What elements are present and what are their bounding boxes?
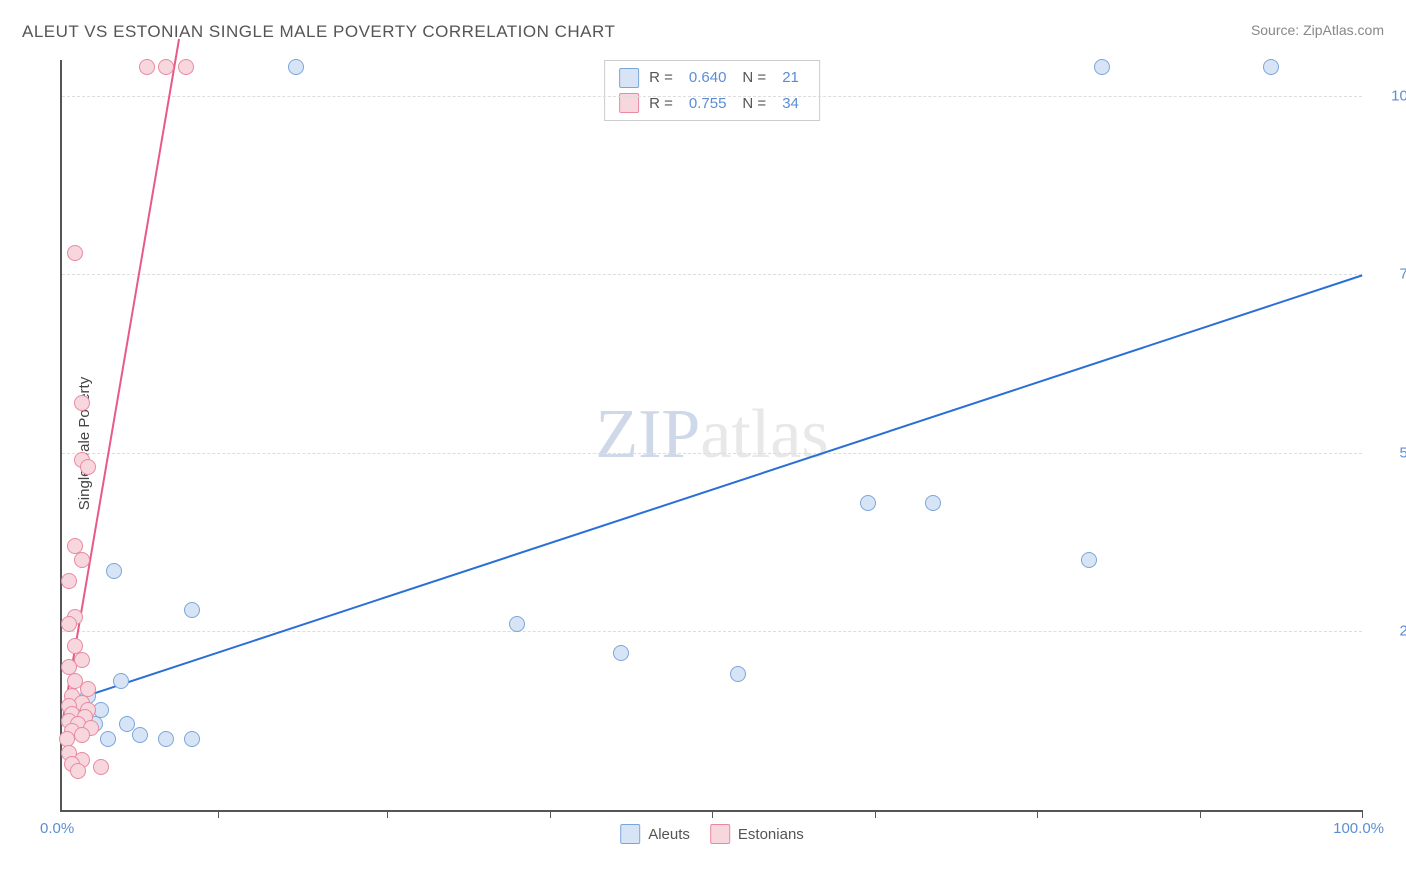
- data-point: [925, 495, 941, 511]
- data-point: [61, 616, 77, 632]
- data-point: [100, 731, 116, 747]
- series-legend-item: Estonians: [710, 824, 804, 844]
- gridline: [62, 631, 1362, 632]
- x-origin-label: 0.0%: [40, 820, 74, 837]
- watermark-atlas: atlas: [700, 396, 828, 473]
- data-point: [1263, 59, 1279, 75]
- chart-title: ALEUT VS ESTONIAN SINGLE MALE POVERTY CO…: [22, 22, 615, 42]
- data-point: [184, 731, 200, 747]
- legend-r-label: R =: [649, 65, 673, 91]
- series-label: Estonians: [738, 826, 804, 843]
- gridline: [62, 274, 1362, 275]
- legend-n-value: 34: [776, 91, 805, 117]
- data-point: [509, 616, 525, 632]
- data-point: [158, 731, 174, 747]
- legend-swatch: [710, 824, 730, 844]
- data-point: [67, 245, 83, 261]
- data-point: [139, 59, 155, 75]
- watermark-zip: ZIP: [595, 396, 700, 473]
- gridline: [62, 453, 1362, 454]
- data-point: [1081, 552, 1097, 568]
- x-tick: [1200, 810, 1201, 818]
- data-point: [1094, 59, 1110, 75]
- y-tick-label: 75.0%: [1399, 266, 1406, 283]
- legend-swatch: [619, 68, 639, 88]
- data-point: [178, 59, 194, 75]
- legend-n-label: N =: [742, 91, 766, 117]
- data-point: [106, 563, 122, 579]
- y-tick-label: 50.0%: [1399, 444, 1406, 461]
- x-tick: [218, 810, 219, 818]
- gridline: [62, 96, 1362, 97]
- data-point: [158, 59, 174, 75]
- data-point: [288, 59, 304, 75]
- x-tick: [875, 810, 876, 818]
- plot-area: ZIPatlas R =0.640N =21R =0.755N =34 Aleu…: [60, 60, 1362, 812]
- legend-n-label: N =: [742, 65, 766, 91]
- data-point: [132, 727, 148, 743]
- legend-row: R = 0.755 N = 34: [619, 91, 805, 117]
- data-point: [74, 727, 90, 743]
- legend-r-value: 0.755: [683, 91, 733, 117]
- data-point: [93, 759, 109, 775]
- series-label: Aleuts: [648, 826, 690, 843]
- series-legend: Aleuts Estonians: [620, 824, 804, 844]
- data-point: [113, 673, 129, 689]
- x-max-label: 100.0%: [1333, 820, 1384, 837]
- legend-swatch: [620, 824, 640, 844]
- x-tick: [1362, 810, 1363, 818]
- x-tick: [1037, 810, 1038, 818]
- x-tick: [712, 810, 713, 818]
- x-tick: [550, 810, 551, 818]
- data-point: [74, 552, 90, 568]
- data-point: [860, 495, 876, 511]
- legend-n-value: 21: [776, 65, 805, 91]
- y-tick-label: 100.0%: [1391, 87, 1406, 104]
- x-tick: [387, 810, 388, 818]
- data-point: [730, 666, 746, 682]
- legend-r-label: R =: [649, 91, 673, 117]
- y-tick-label: 25.0%: [1399, 623, 1406, 640]
- legend-row: R = 0.640 N = 21: [619, 65, 805, 91]
- data-point: [70, 763, 86, 779]
- data-point: [74, 395, 90, 411]
- source-attribution: Source: ZipAtlas.com: [1251, 22, 1384, 38]
- data-point: [61, 573, 77, 589]
- correlation-legend: R = 0.640 N = 21 R = 0.755 N = 34: [604, 60, 820, 121]
- series-legend-item: Aleuts: [620, 824, 690, 844]
- legend-r-value: 0.640: [683, 65, 733, 91]
- data-point: [613, 645, 629, 661]
- trend-line: [62, 274, 1363, 704]
- data-point: [184, 602, 200, 618]
- data-point: [80, 459, 96, 475]
